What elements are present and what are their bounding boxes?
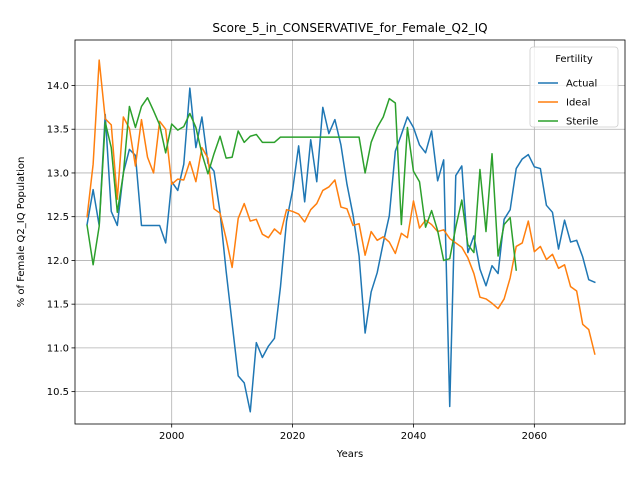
- y-tick-label: 14.0: [47, 81, 69, 92]
- y-tick-label: 12.0: [47, 256, 69, 267]
- plot-frame: [74, 39, 626, 425]
- y-axis-label: % of Female Q2_IQ Population: [16, 157, 27, 308]
- x-tick-label: 2020: [280, 431, 305, 442]
- legend-label-ideal: Ideal: [566, 98, 590, 109]
- data-series: [86, 59, 596, 413]
- y-tick-label: 11.0: [47, 343, 69, 354]
- y-gridlines: [75, 85, 625, 393]
- x-axis-ticks: 2000 2020 2040 2060: [159, 424, 547, 442]
- series-line-sterile: [86, 96, 518, 271]
- x-axis-label: Years: [336, 449, 363, 460]
- chart-title: Score_5_in_CONSERVATIVE_for_Female_Q2_IQ: [212, 21, 487, 35]
- x-tick-label: 2000: [159, 431, 184, 442]
- legend-items: Actual Ideal Sterile: [538, 79, 598, 128]
- legend-label-sterile: Sterile: [566, 117, 598, 128]
- y-tick-label: 12.5: [47, 212, 69, 223]
- y-axis-ticks: 10.5 11.0 11.5 12.0 12.5 13.0 13.5 14.0: [47, 81, 75, 398]
- series-line-ideal: [86, 59, 596, 355]
- legend-title: Fertility: [555, 54, 593, 65]
- legend: Fertility Actual Ideal Sterile: [529, 46, 619, 128]
- legend-label-actual: Actual: [566, 79, 597, 90]
- legend-box: [529, 46, 619, 128]
- y-tick-label: 10.5: [47, 387, 69, 398]
- y-tick-label: 11.5: [47, 300, 69, 311]
- x-tick-label: 2060: [522, 431, 547, 442]
- x-tick-label: 2040: [401, 431, 426, 442]
- y-tick-label: 13.5: [47, 125, 69, 136]
- y-tick-label: 13.0: [47, 168, 69, 179]
